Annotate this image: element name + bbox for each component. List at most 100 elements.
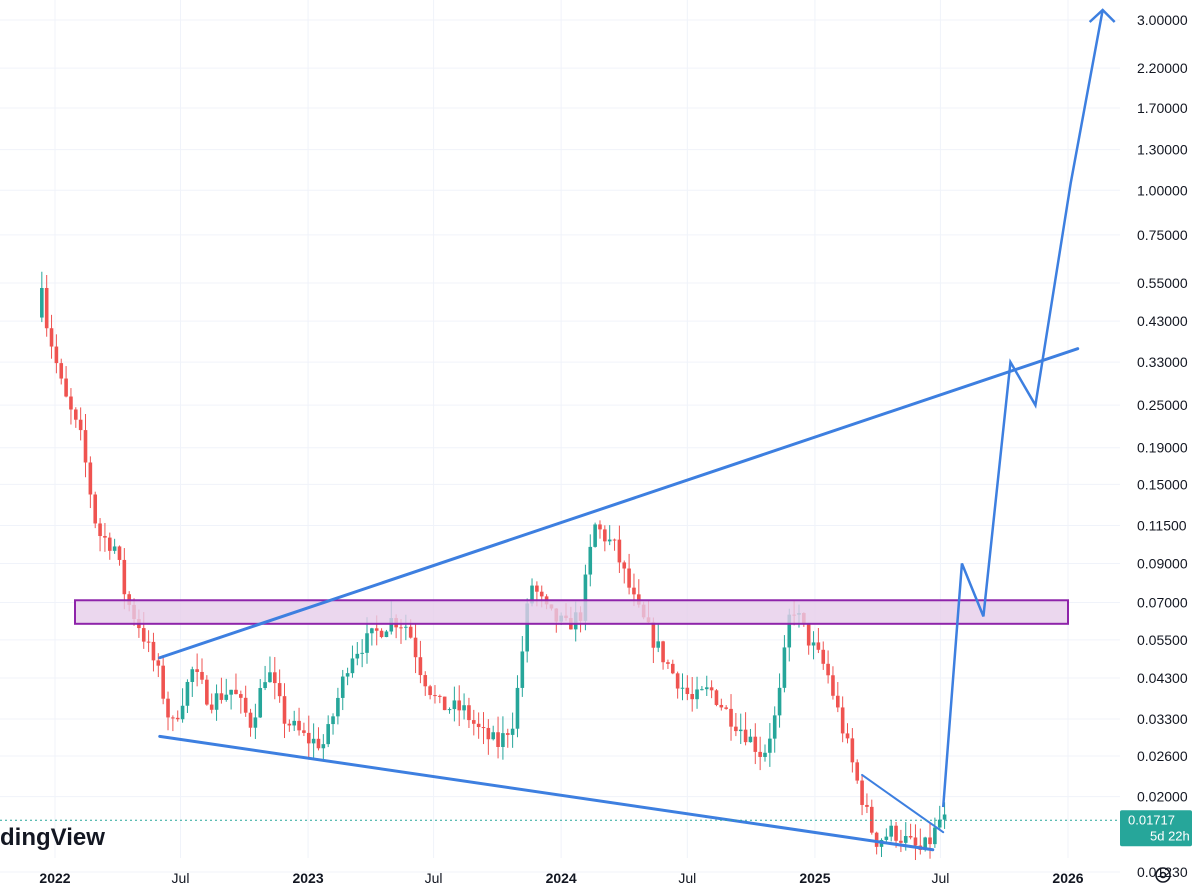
candle-body (753, 736, 758, 752)
candle-body (622, 562, 627, 569)
candle-body (593, 524, 597, 547)
candle-body (840, 707, 845, 734)
candle-body (399, 627, 403, 629)
candle (515, 675, 520, 738)
candle-body (408, 626, 413, 638)
candle (234, 673, 238, 695)
candle-body (845, 733, 850, 739)
candle-body (491, 732, 496, 740)
candle (243, 685, 248, 717)
candle-body (865, 804, 869, 807)
candle-body (714, 690, 719, 705)
candle-body (685, 687, 690, 695)
candle (612, 538, 617, 551)
candle-body (850, 738, 855, 763)
candle (850, 728, 855, 773)
settings-gear-icon[interactable] (1155, 867, 1171, 883)
x-tick-label: 2023 (292, 870, 323, 886)
candle-body (88, 462, 93, 495)
candle-body (64, 378, 68, 397)
projection-path[interactable] (941, 9, 1104, 808)
y-tick-label: 0.75000 (1137, 227, 1188, 243)
candle (831, 666, 835, 700)
candle-body (768, 738, 772, 753)
candle-body (248, 712, 253, 728)
candle-body (224, 694, 229, 700)
candle-body (772, 715, 777, 739)
candle-body (234, 689, 238, 695)
candle-body (743, 729, 748, 743)
candle-body (457, 700, 462, 711)
candle (185, 679, 190, 714)
candle-body (937, 819, 942, 828)
candle (675, 671, 680, 699)
upper-trendline[interactable] (158, 347, 1080, 660)
candle-body (462, 705, 466, 711)
candle (821, 641, 826, 670)
candle (661, 640, 665, 670)
candle (171, 715, 175, 732)
y-tick-label: 0.25000 (1137, 397, 1188, 413)
candle-body (243, 697, 248, 713)
candle-body (530, 585, 534, 604)
y-tick-label: 0.02600 (1137, 748, 1188, 764)
drawings (74, 8, 1116, 852)
candle-body (413, 637, 418, 658)
candle-body (874, 832, 879, 847)
candle-body (787, 614, 792, 648)
candle (258, 679, 263, 718)
candle (107, 532, 112, 560)
wedge-trendline[interactable] (861, 773, 945, 834)
candle (908, 823, 913, 840)
candle-body (447, 709, 452, 711)
candle (933, 817, 937, 848)
candle-body (666, 662, 670, 664)
candle-body (350, 658, 355, 674)
price-axis[interactable]: 3.00000 2.20000 1.70000 1.30000 1.00000 0.750… (1137, 12, 1188, 880)
candle (122, 548, 127, 610)
candle (117, 545, 122, 566)
candle (462, 693, 466, 720)
candle-body (505, 733, 510, 735)
candle (656, 624, 661, 653)
candle (355, 642, 360, 666)
candle-body (156, 660, 161, 666)
candle (428, 684, 432, 700)
candle (268, 656, 272, 683)
candle-body (297, 720, 301, 731)
time-axis[interactable]: 2022 Jul 2023 Jul 2024 Jul 2025 Jul 2026 (39, 870, 1083, 886)
candle-body (501, 733, 505, 747)
candle (690, 677, 694, 712)
current-price-tag: 0.01717 5d 22h (1120, 810, 1192, 847)
candle-body (49, 328, 54, 347)
candle (724, 705, 728, 710)
candle (520, 636, 525, 697)
candle-body (282, 696, 287, 724)
candle-body (287, 723, 292, 726)
candle-body (229, 689, 233, 695)
candle (40, 271, 44, 323)
candle-body (719, 704, 724, 708)
candle-body (894, 825, 898, 841)
candle-body (190, 669, 195, 682)
candle (161, 655, 165, 705)
candle-body (59, 363, 64, 379)
candle (913, 824, 918, 861)
candle (695, 676, 699, 709)
candle-body (302, 730, 306, 733)
resistance-zone[interactable] (74, 599, 1069, 625)
y-tick-label: 0.09000 (1137, 556, 1188, 572)
candle-body (44, 287, 49, 329)
candle (360, 639, 364, 668)
candle (272, 657, 277, 700)
lower-trendline[interactable] (158, 734, 935, 852)
candle (942, 802, 947, 829)
candle-body (418, 657, 423, 676)
candle (874, 831, 879, 855)
candle-body (151, 641, 156, 661)
x-tick-label: Jul (931, 870, 949, 886)
candle (840, 696, 845, 743)
candle-body (433, 695, 437, 697)
candle-body (729, 708, 733, 727)
